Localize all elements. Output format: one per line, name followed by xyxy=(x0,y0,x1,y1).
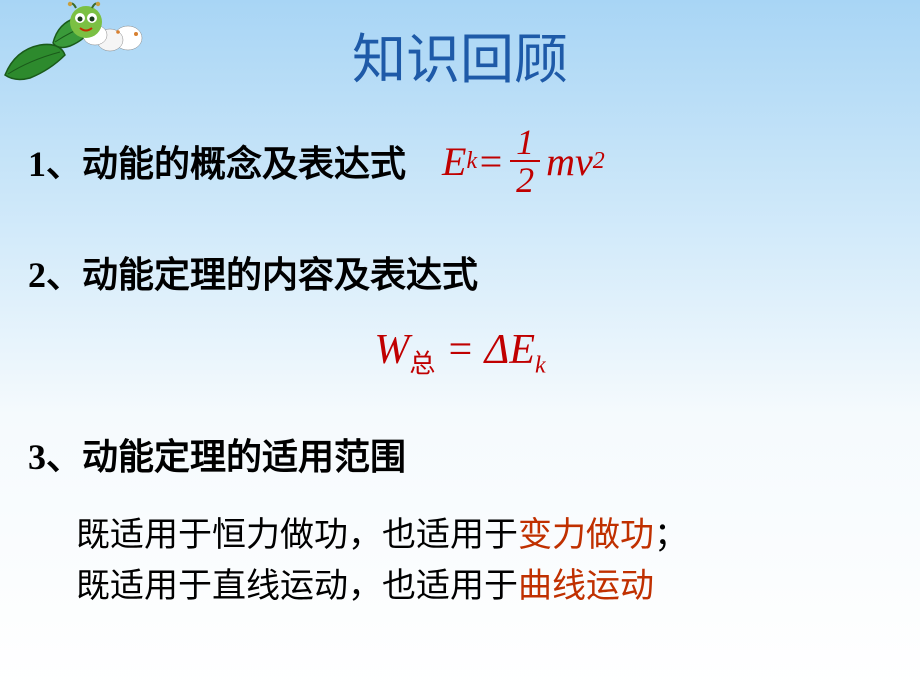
desc-2a: 既适用于直线运动，也适用于 xyxy=(76,568,518,605)
formula-var-E: E xyxy=(442,138,466,185)
item-3-text: 、动能定理的适用范围 xyxy=(46,437,406,477)
fraction-denominator: 2 xyxy=(510,162,540,198)
desc-1c: ； xyxy=(654,517,688,554)
formula-var-E2: E xyxy=(509,327,535,373)
content-area: 1、动能的概念及表达式 Ek = 1 2 mv2 2、动能定理的内容及表达式 W… xyxy=(0,124,920,612)
highlight-variable-force: 变力做功 xyxy=(518,517,654,554)
formula-sup-2: 2 xyxy=(593,148,605,175)
review-item-2: 2、动能定理的内容及表达式 W总 = ΔEk xyxy=(28,246,892,380)
formula-sub-k2: k xyxy=(535,352,546,378)
formula-sub-k: k xyxy=(466,148,477,175)
highlight-curved-motion: 曲线运动 xyxy=(518,568,654,605)
formula-sub-total: 总 xyxy=(409,349,435,378)
item-1-number: 1 xyxy=(28,144,46,184)
desc-line-1: 既适用于恒力做功，也适用于变力做功； xyxy=(76,510,892,561)
fraction-half: 1 2 xyxy=(510,124,540,198)
item-3-number: 3 xyxy=(28,437,46,477)
item-3-label: 3、动能定理的适用范围 xyxy=(28,428,892,480)
review-item-3: 3、动能定理的适用范围 既适用于恒力做功，也适用于变力做功； 既适用于直线运动，… xyxy=(28,428,892,612)
formula-var-v: v xyxy=(575,138,593,185)
item-2-text: 、动能定理的内容及表达式 xyxy=(46,255,478,295)
work-energy-theorem-formula: W总 = ΔEk xyxy=(28,326,892,380)
fraction-numerator: 1 xyxy=(510,124,540,162)
item-2-number: 2 xyxy=(28,255,46,295)
item-2-label: 2、动能定理的内容及表达式 xyxy=(28,246,892,298)
item-1-text: 、动能的概念及表达式 xyxy=(46,144,406,184)
caterpillar-icon xyxy=(60,0,150,60)
formula-var-m: m xyxy=(546,138,575,185)
review-item-1: 1、动能的概念及表达式 Ek = 1 2 mv2 xyxy=(28,124,892,198)
desc-line-2: 既适用于直线运动，也适用于曲线运动 xyxy=(76,561,892,612)
equals-delta: = Δ xyxy=(435,327,509,373)
equals-sign: = xyxy=(477,138,504,185)
scope-description: 既适用于恒力做功，也适用于变力做功； 既适用于直线运动，也适用于曲线运动 xyxy=(76,510,892,612)
desc-1a: 既适用于恒力做功，也适用于 xyxy=(76,517,518,554)
kinetic-energy-formula: Ek = 1 2 mv2 xyxy=(442,124,605,198)
item-1-label: 1、动能的概念及表达式 xyxy=(28,135,406,187)
formula-var-W: W xyxy=(374,327,409,373)
